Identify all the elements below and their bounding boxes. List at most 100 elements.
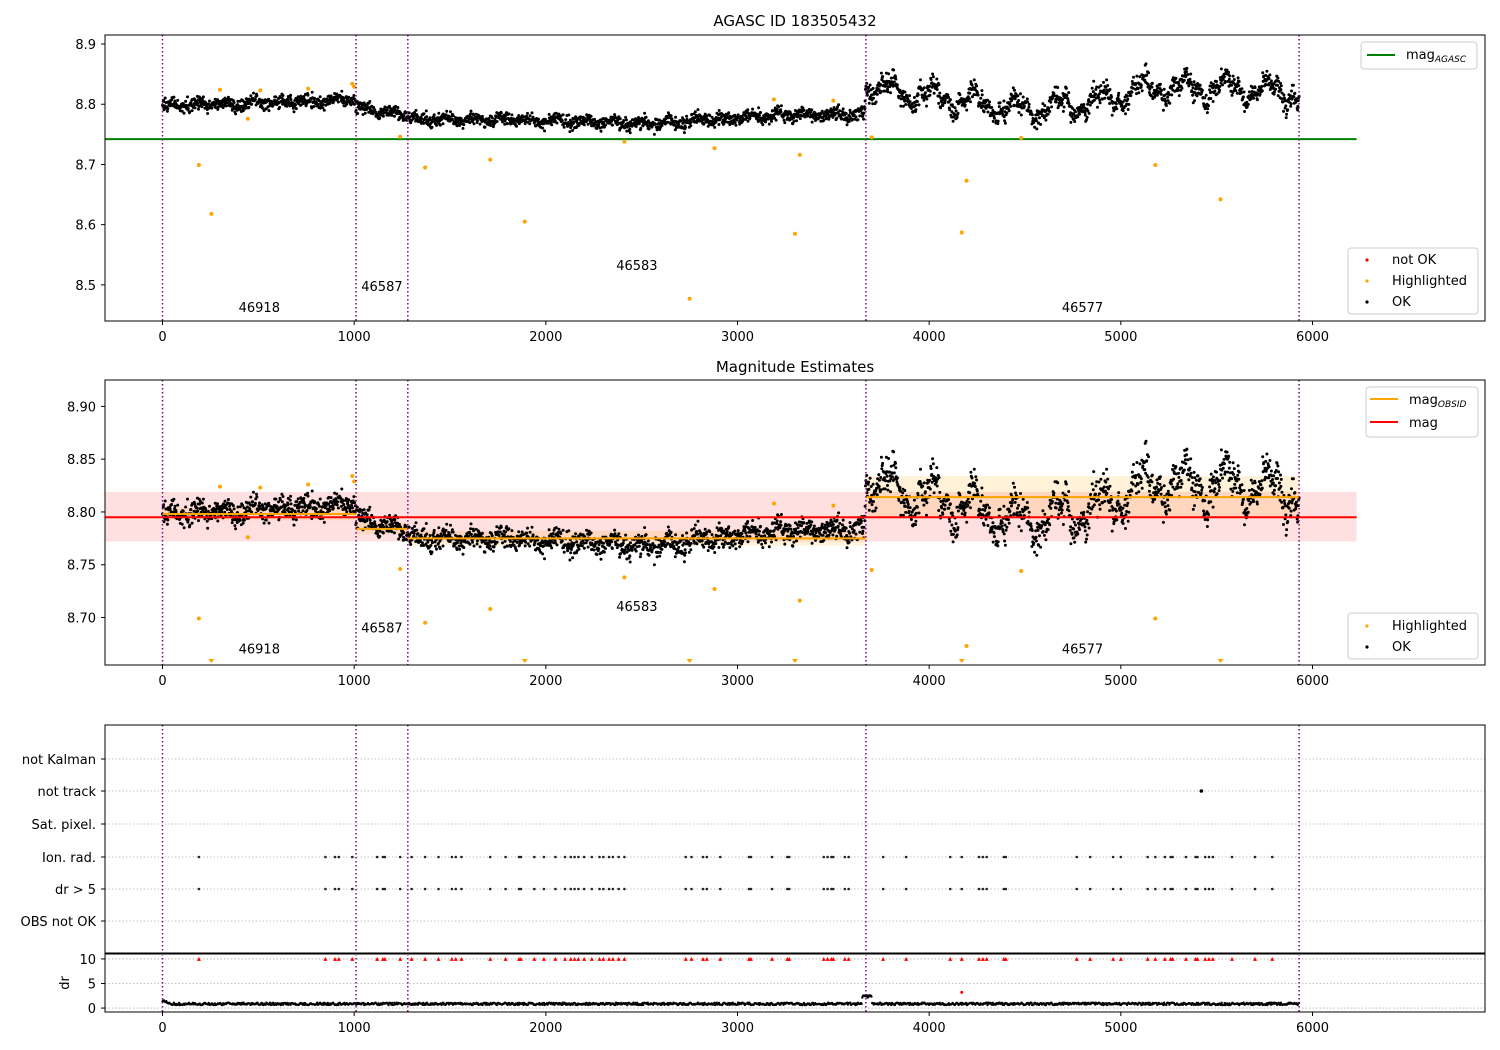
ok-point	[296, 95, 300, 99]
ok-point	[503, 122, 507, 126]
ok-point	[710, 540, 714, 544]
ok-point	[1092, 98, 1096, 102]
ok-point	[547, 112, 551, 116]
ok-point	[740, 532, 744, 536]
ok-point	[852, 113, 856, 117]
ok-point	[634, 125, 638, 128]
ok-point	[287, 506, 291, 510]
ok-point	[216, 519, 220, 523]
ok-point	[352, 495, 356, 499]
legend-ok: OK	[1392, 295, 1411, 310]
ok-point	[673, 123, 677, 127]
ok-point	[428, 116, 432, 120]
ok-point	[862, 525, 866, 529]
ok-point	[295, 500, 299, 504]
ok-point	[1090, 86, 1094, 90]
ok-point	[941, 104, 945, 107]
ok-point	[886, 87, 889, 91]
ok-point	[567, 529, 571, 533]
ok-point	[561, 528, 565, 532]
ok-point	[879, 90, 883, 94]
ok-point	[350, 503, 354, 507]
ok-point	[501, 120, 504, 124]
ok-point	[291, 517, 295, 521]
ok-point	[978, 101, 982, 105]
ok-point	[277, 518, 281, 522]
ok-point	[1166, 95, 1170, 99]
ok-point	[1158, 82, 1162, 86]
highlighted-point-5	[306, 86, 311, 91]
ok-point	[336, 100, 340, 104]
ok-point	[562, 550, 566, 554]
ok-point	[329, 94, 333, 98]
ok-point	[584, 541, 588, 545]
ok-point	[841, 518, 845, 522]
ok-point	[1121, 109, 1125, 113]
ok-point	[730, 533, 734, 536]
ok-point	[1135, 74, 1139, 78]
ok-point	[567, 113, 571, 117]
ok-point	[306, 494, 310, 498]
ok-point	[788, 524, 792, 528]
ok-point	[687, 550, 691, 554]
ok-point	[604, 547, 607, 550]
ok-point	[501, 541, 504, 545]
ok-point	[251, 96, 255, 100]
ok-point	[673, 555, 677, 559]
ok-point	[731, 544, 735, 548]
ok-point	[800, 524, 803, 528]
ok-point	[886, 488, 890, 492]
ok-point	[1185, 66, 1189, 70]
ok-point	[168, 507, 172, 511]
ok-point	[1025, 97, 1029, 101]
ok-point	[910, 105, 914, 109]
ok-point	[1070, 115, 1074, 119]
p1-ytick-label-0: 8.5	[75, 279, 96, 294]
ok-point	[328, 509, 332, 513]
ok-point	[255, 492, 258, 496]
ok-point	[899, 104, 903, 108]
ok-point	[1193, 99, 1196, 103]
ok-point	[741, 539, 745, 543]
ok-point	[363, 111, 367, 115]
ok-point	[216, 502, 219, 506]
ok-point	[310, 90, 314, 94]
ok-point	[851, 117, 855, 121]
ok-point	[684, 551, 687, 555]
ok-point	[409, 121, 413, 125]
ok-point	[757, 533, 761, 537]
ok-point	[1002, 115, 1006, 119]
ok-point	[812, 110, 816, 114]
ok-point	[1187, 84, 1191, 88]
ok-point	[528, 122, 532, 126]
ok-point	[1180, 86, 1184, 90]
ok-point	[1258, 92, 1262, 96]
ok-point	[437, 526, 441, 530]
ok-point	[180, 522, 184, 526]
ok-point	[577, 547, 581, 551]
ok-point	[847, 120, 851, 123]
ok-point	[571, 128, 575, 132]
ok-point	[424, 522, 428, 525]
ok-point	[869, 485, 873, 488]
ok-point	[385, 520, 389, 524]
ok-point	[1264, 73, 1268, 77]
ok-point	[1274, 79, 1278, 83]
ok-point	[1231, 74, 1235, 78]
ok-point	[653, 545, 657, 549]
ok-point	[554, 526, 558, 530]
p1-obsid-label-1: 46587	[361, 280, 402, 295]
ok-point	[1067, 91, 1071, 95]
ok-point	[884, 479, 888, 483]
ok-point	[841, 107, 845, 111]
ok-point	[1184, 75, 1188, 79]
ok-point	[489, 124, 493, 127]
ok-point	[879, 455, 883, 459]
ok-point	[641, 548, 645, 551]
ok-point	[1276, 76, 1280, 80]
ok-point	[1049, 100, 1053, 104]
ok-point	[652, 132, 656, 136]
ok-point	[1243, 110, 1246, 113]
ok-point	[582, 120, 586, 124]
ok-point	[335, 503, 339, 507]
